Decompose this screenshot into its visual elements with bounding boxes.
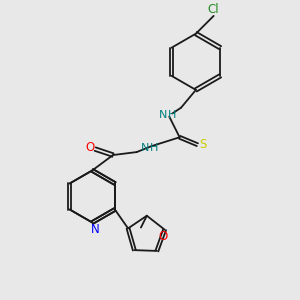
Text: Cl: Cl xyxy=(208,3,220,16)
Text: S: S xyxy=(200,138,207,151)
Text: O: O xyxy=(85,141,94,154)
Text: H: H xyxy=(168,110,176,120)
Text: N: N xyxy=(141,142,149,153)
Text: N: N xyxy=(158,110,167,120)
Text: O: O xyxy=(158,230,168,243)
Text: N: N xyxy=(91,223,100,236)
Text: H: H xyxy=(150,142,159,153)
